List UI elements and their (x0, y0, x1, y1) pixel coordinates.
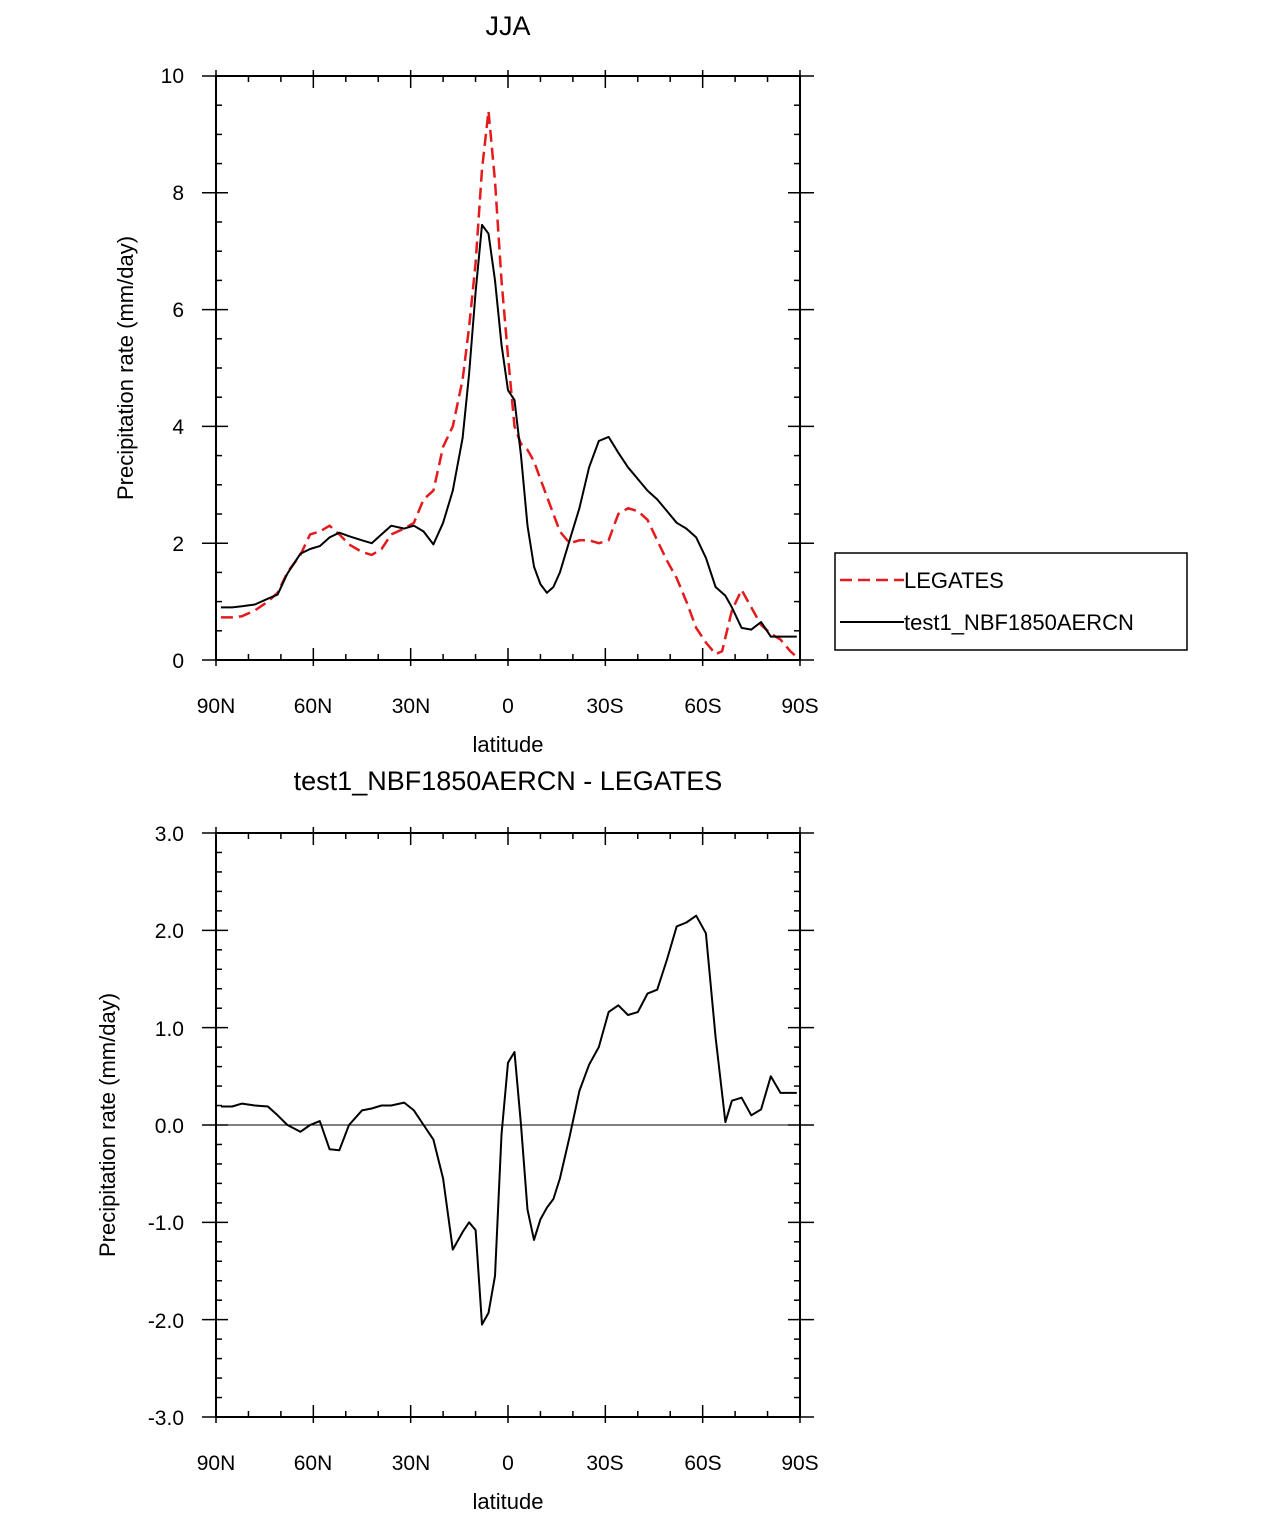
y-tick-label: 3.0 (155, 823, 184, 846)
chart-title-top: JJA (485, 11, 530, 41)
y-tick-label: 1.0 (155, 1018, 184, 1041)
legend-label-model: test1_NBF1850AERCN (904, 610, 1134, 635)
x-axis-label-bottom: latitude (473, 1489, 544, 1514)
x-tick-label: 90N (197, 1452, 236, 1475)
x-tick-labels-top: 90N 60N 30N 0 30S 60S 90S (197, 695, 819, 718)
x-tick-label: 30N (392, 1452, 431, 1475)
series-top (220, 109, 798, 659)
chart-title-bottom: test1_NBF1850AERCN - LEGATES (294, 766, 723, 796)
panel-bottom: test1_NBF1850AERCN - LEGATES -3.0 -2.0 -… (95, 766, 819, 1514)
series-bottom (220, 914, 797, 1326)
y-tick-labels-bottom: -3.0 -2.0 -1.0 0.0 1.0 2.0 3.0 (148, 823, 184, 1430)
legend: LEGATES test1_NBF1850AERCN (834, 552, 1188, 651)
series-line-difference (220, 914, 797, 1326)
x-tick-label: 60S (684, 1452, 721, 1475)
x-tick-label: 90N (197, 695, 236, 718)
series-line-test1-nbf1850aercn (220, 223, 797, 638)
x-tick-label: 90S (781, 1452, 818, 1475)
y-tick-label: 0 (172, 650, 184, 673)
y-tick-label: 0.0 (155, 1115, 184, 1138)
x-tick-label: 0 (502, 1452, 514, 1475)
x-tick-label: 30N (392, 695, 431, 718)
x-tick-labels-bottom: 90N 60N 30N 0 30S 60S 90S (197, 1452, 819, 1475)
x-tick-label: 30S (586, 695, 623, 718)
x-tick-label: 60S (684, 695, 721, 718)
x-tick-label: 60N (294, 1452, 333, 1475)
y-tick-label: -2.0 (148, 1310, 184, 1333)
y-axis-label-top: Precipitation rate (mm/day) (113, 236, 138, 500)
x-tick-label: 0 (502, 695, 514, 718)
x-tick-label: 60N (294, 695, 333, 718)
panel-top: JJA 0 2 4 6 8 10 90N 60N 30N 0 30S 60S 9… (113, 11, 819, 757)
y-tick-label: 2 (172, 533, 184, 556)
x-tick-label: 90S (781, 695, 818, 718)
plot-frame-top (215, 75, 801, 661)
y-tick-labels-top: 0 2 4 6 8 10 (161, 65, 185, 673)
series-line-legates (220, 109, 798, 659)
y-tick-label: 4 (172, 416, 184, 439)
y-tick-label: 10 (161, 65, 184, 88)
legend-box (834, 552, 1188, 651)
x-axis-label-top: latitude (473, 732, 544, 757)
y-tick-label: -1.0 (148, 1212, 184, 1235)
x-tick-label: 30S (586, 1452, 623, 1475)
y-tick-label: 6 (172, 299, 184, 322)
y-axis-label-bottom: Precipitation rate (mm/day) (95, 993, 120, 1257)
y-tick-label: -3.0 (148, 1407, 184, 1430)
y-tick-label: 8 (172, 182, 184, 205)
legend-label-legates: LEGATES (904, 568, 1004, 593)
plot-frame-bottom (215, 832, 801, 1418)
y-tick-label: 2.0 (155, 920, 184, 943)
